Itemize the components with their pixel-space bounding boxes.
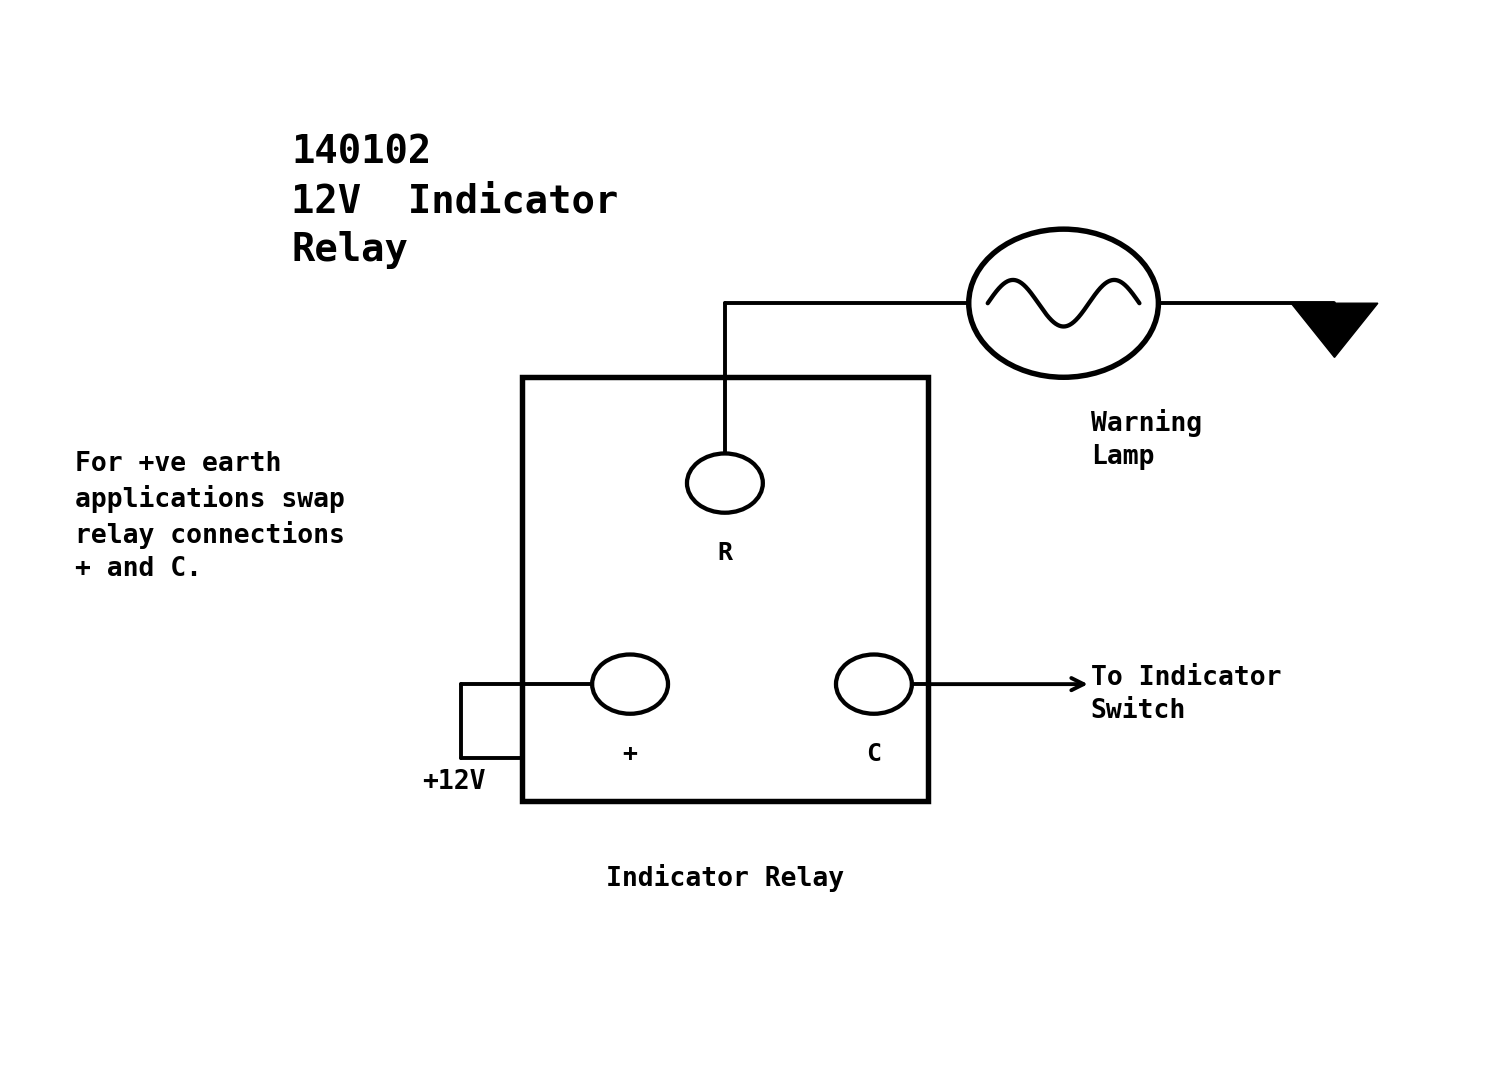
Text: Indicator Relay: Indicator Relay	[606, 864, 844, 892]
Text: +12V: +12V	[423, 769, 486, 794]
Text: Warning
Lamp: Warning Lamp	[1090, 410, 1202, 470]
Circle shape	[969, 229, 1158, 377]
Circle shape	[593, 655, 668, 714]
Bar	[522, 377, 928, 801]
Circle shape	[687, 453, 763, 512]
Text: 140102
12V  Indicator
Relay: 140102 12V Indicator Relay	[292, 134, 618, 269]
Text: R: R	[717, 541, 732, 565]
Text: For +ve earth
applications swap
relay connections
+ and C.: For +ve earth applications swap relay co…	[75, 451, 344, 582]
Text: C: C	[866, 742, 881, 766]
Polygon shape	[1290, 303, 1378, 357]
Text: +: +	[623, 742, 638, 766]
Circle shape	[836, 655, 911, 714]
Text: To Indicator
Switch: To Indicator Switch	[1090, 666, 1281, 725]
